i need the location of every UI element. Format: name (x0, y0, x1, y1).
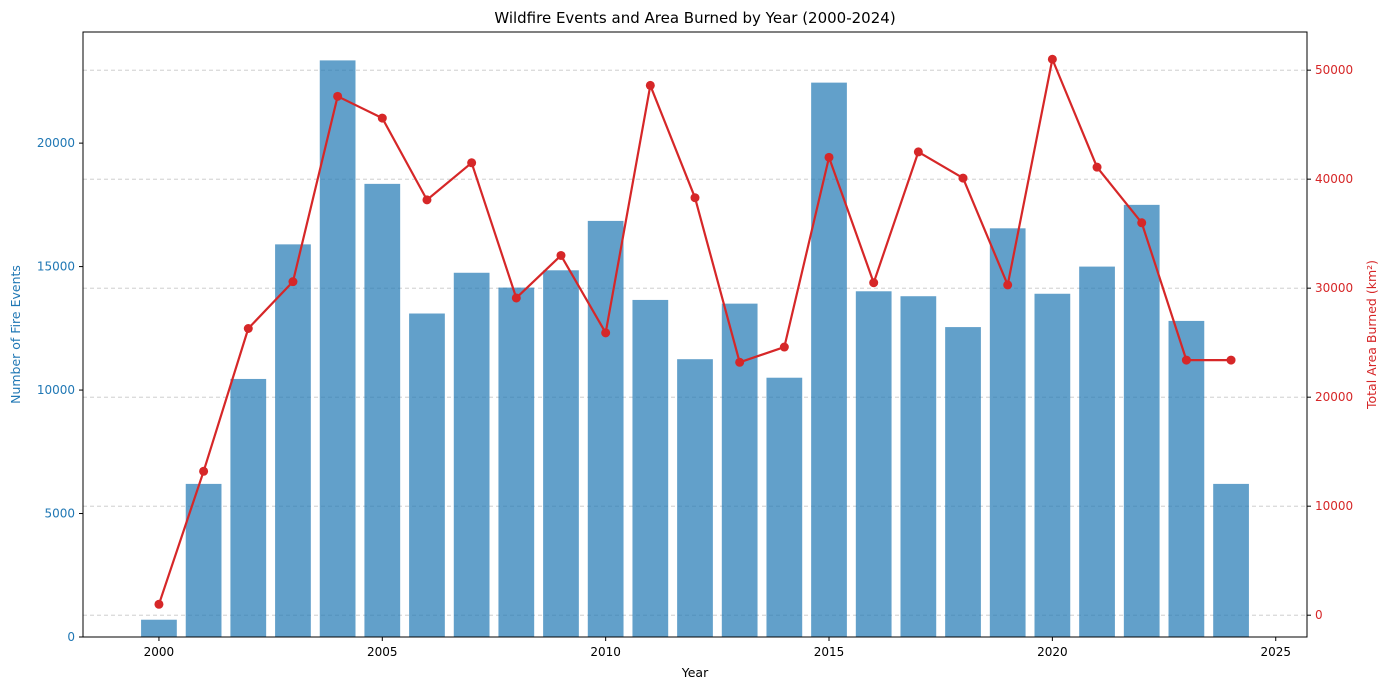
y-right-tick-label: 30000 (1315, 281, 1353, 295)
x-tick-label: 2010 (590, 645, 621, 659)
line-point (824, 152, 834, 162)
line-point (958, 173, 968, 183)
bar (1034, 293, 1071, 637)
bar (319, 60, 356, 638)
x-axis-label: Year (681, 665, 709, 680)
x-tick-label: 2000 (144, 645, 175, 659)
y-axis-left-label: Number of Fire Events (8, 265, 23, 404)
y-right-tick-label: 50000 (1315, 63, 1353, 77)
line-point (556, 250, 566, 260)
line-point (199, 466, 209, 476)
line-point (154, 599, 164, 609)
line-layer (154, 54, 1236, 609)
bar (498, 287, 535, 637)
bar (632, 299, 669, 637)
line-point (1047, 54, 1057, 64)
bar (721, 303, 758, 637)
chart-title: Wildfire Events and Area Burned by Year … (494, 9, 895, 27)
line-point (869, 278, 879, 288)
line-point (735, 357, 745, 367)
y-right-tick-label: 40000 (1315, 172, 1353, 186)
line-point (511, 293, 521, 303)
bar (855, 291, 892, 637)
bar (677, 359, 713, 637)
plot-frame (82, 31, 1308, 638)
bar (364, 183, 401, 637)
line-point (645, 80, 655, 90)
y-left-tick-label: 10000 (37, 383, 75, 397)
line-point (779, 342, 789, 352)
line-point (601, 328, 611, 338)
line-point (243, 324, 253, 334)
y-axis-right: 0 10000 20000 30000 40000 50000 (1307, 63, 1353, 622)
bar (453, 272, 490, 637)
bar (900, 296, 937, 637)
x-tick-label: 2015 (814, 645, 845, 659)
bar (230, 378, 267, 637)
bar (275, 244, 311, 637)
bar (543, 270, 579, 637)
bar (587, 220, 624, 638)
line-point (377, 113, 387, 123)
y-left-tick-label: 5000 (44, 507, 75, 521)
line-point (690, 193, 700, 203)
x-axis: 2000 2005 2010 2015 2020 2025 (144, 637, 1291, 659)
bar (766, 377, 803, 637)
line-point (288, 277, 298, 287)
line-point (1003, 280, 1013, 290)
y-right-tick-label: 20000 (1315, 390, 1353, 404)
bar (1123, 204, 1160, 637)
bar (409, 313, 445, 637)
bar (989, 228, 1026, 637)
line-point (1092, 162, 1102, 172)
y-left-tick-label: 15000 (37, 260, 75, 274)
y-right-tick-label: 0 (1315, 608, 1323, 622)
y-left-tick-label: 0 (67, 630, 75, 644)
line-point (1226, 355, 1236, 365)
line-point (1181, 355, 1191, 365)
x-tick-label: 2005 (367, 645, 398, 659)
bar (1079, 266, 1115, 637)
y-right-tick-label: 10000 (1315, 499, 1353, 513)
line-point (333, 91, 343, 101)
line-point (1137, 218, 1147, 228)
y-axis-left: 0 5000 10000 15000 20000 (37, 136, 83, 644)
bar (1213, 483, 1249, 637)
y-axis-right-label: Total Area Burned (km²) (1364, 260, 1379, 410)
bar (945, 327, 981, 637)
line-point (467, 158, 477, 168)
bar (811, 82, 847, 638)
line-point (422, 195, 432, 205)
x-tick-label: 2025 (1260, 645, 1291, 659)
y-left-tick-label: 20000 (37, 136, 75, 150)
line-point (913, 147, 923, 157)
bar (141, 619, 177, 637)
x-tick-label: 2020 (1037, 645, 1068, 659)
bar (1168, 320, 1205, 637)
